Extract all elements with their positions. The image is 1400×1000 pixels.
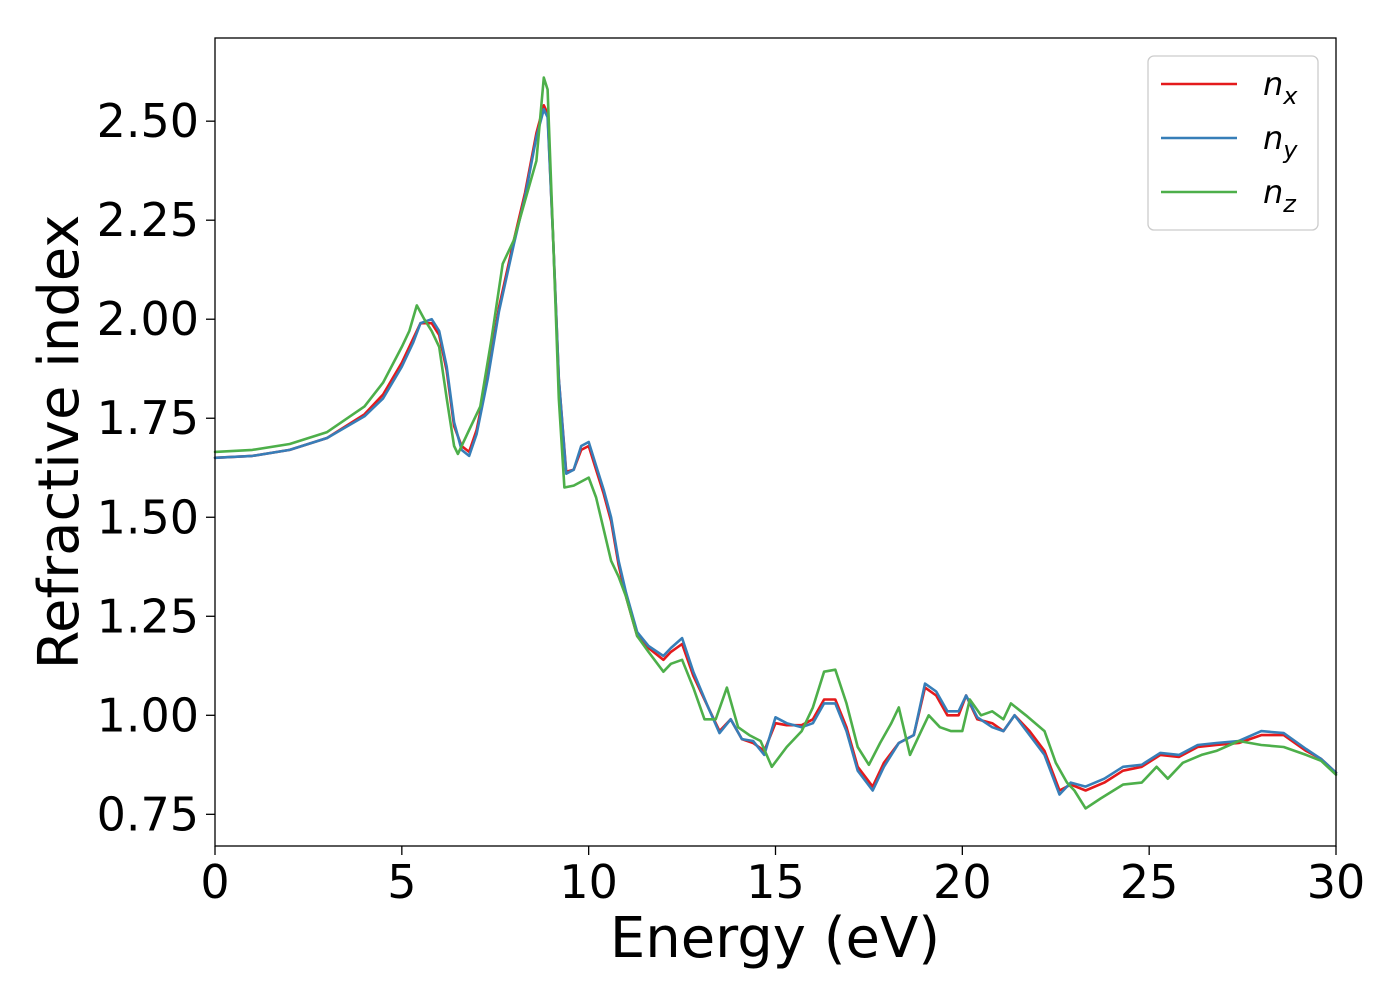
legend-label-nx: nx xyxy=(1263,65,1298,110)
x-tick-label: 15 xyxy=(746,855,805,909)
x-tick-label: 20 xyxy=(933,855,992,909)
y-tick-label: 1.75 xyxy=(97,391,199,445)
y-axis-label: Refractive index xyxy=(27,215,92,670)
legend-label-nz: nz xyxy=(1263,173,1297,218)
y-tick-label: 0.75 xyxy=(97,787,199,841)
series-line-nz xyxy=(213,76,1338,810)
y-tick-label: 1.25 xyxy=(97,589,199,643)
x-axis: 0 5 10 15 20 25 30 xyxy=(200,846,1365,909)
x-tick-label: 25 xyxy=(1120,855,1179,909)
y-tick-label: 1.50 xyxy=(97,490,199,544)
y-tick-label: 2.50 xyxy=(97,94,199,148)
x-axis-label: Energy (eV) xyxy=(610,906,940,971)
y-axis: 0.75 1.00 1.25 1.50 1.75 2.00 2.25 2.50 xyxy=(97,94,215,841)
legend-label-ny: ny xyxy=(1263,119,1298,164)
series-layer xyxy=(213,76,1338,810)
x-tick-label: 10 xyxy=(559,855,618,909)
x-tick-label: 0 xyxy=(200,855,229,909)
y-tick-label: 1.00 xyxy=(97,688,199,742)
x-tick-label: 30 xyxy=(1307,855,1366,909)
legend: nx ny nz xyxy=(1147,55,1319,231)
y-tick-label: 2.25 xyxy=(97,193,199,247)
y-tick-label: 2.00 xyxy=(97,292,199,346)
series-line-ny xyxy=(213,108,1338,796)
legend-frame xyxy=(1147,55,1319,231)
x-tick-label: 5 xyxy=(387,855,416,909)
